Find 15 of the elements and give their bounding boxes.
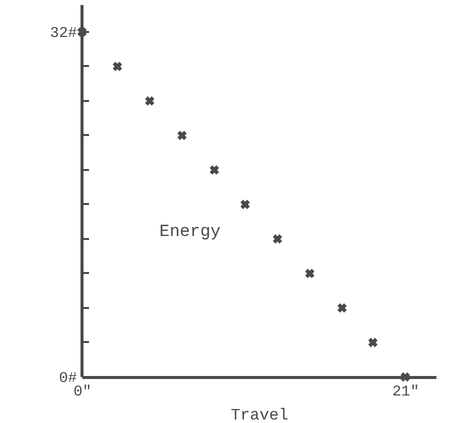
point	[177, 130, 187, 140]
point	[337, 303, 347, 313]
annotation: Energy	[159, 223, 221, 242]
x-tick-label: 21"	[392, 384, 420, 400]
point	[145, 96, 154, 106]
point	[368, 338, 378, 348]
point	[305, 268, 314, 278]
point	[77, 27, 87, 37]
x-axis-title: Travel	[230, 406, 288, 423]
point	[240, 200, 250, 210]
point	[272, 234, 282, 244]
y-tick-label: 32#	[50, 24, 77, 42]
point	[112, 62, 122, 72]
point	[400, 372, 410, 382]
point	[210, 165, 220, 175]
